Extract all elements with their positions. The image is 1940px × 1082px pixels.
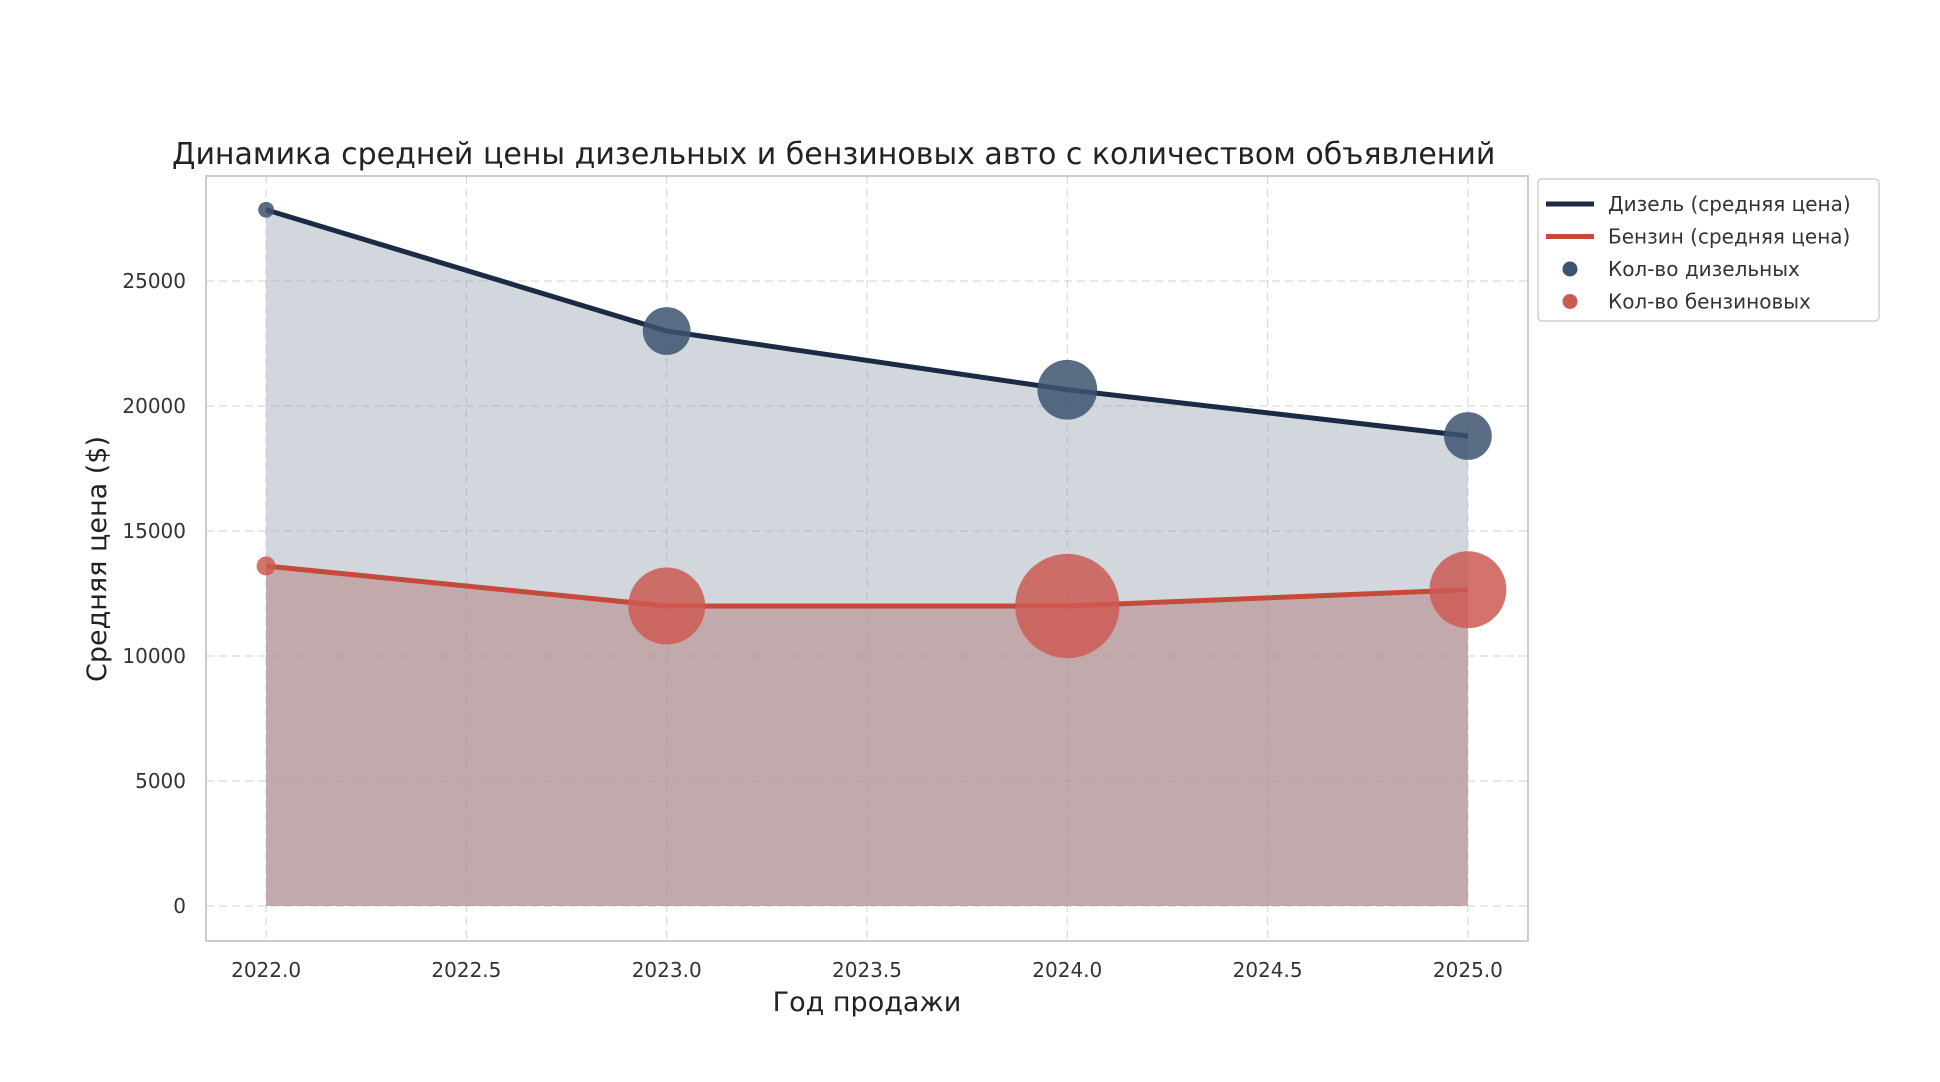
plot-area: 2022.0 2022.5 2023.0 2023.5 2024.0 2024.5 2025…: [122, 175, 1529, 982]
x-tick-label: 2022.0: [231, 958, 301, 982]
bubble-1: [256, 556, 276, 576]
bubble-1: [1429, 551, 1507, 629]
bubble-1: [1015, 553, 1120, 659]
x-tick-label: 2025.0: [1433, 958, 1503, 982]
y-tick-label: 15000: [122, 519, 186, 543]
x-tick-label: 2024.0: [1032, 958, 1102, 982]
series-line-1: [265, 563, 1469, 609]
bubble-0: [1037, 359, 1098, 420]
y-tick-label: 25000: [122, 269, 186, 293]
legend: Дизель (средняя цена) Бензин (средняя цен…: [1537, 178, 1880, 322]
y-tick-label: 10000: [122, 644, 186, 668]
x-tick-label: 2022.5: [431, 958, 501, 982]
legend-box: [1537, 178, 1880, 322]
y-tick-label: 20000: [122, 394, 186, 418]
plot-frame: [205, 175, 1529, 942]
legend-label: Кол-во бензиновых: [1608, 290, 1811, 314]
legend-dot-marker: [1562, 261, 1578, 277]
y-axis-label: Средняя цена ($): [82, 436, 113, 682]
area-fill-1: [266, 566, 1468, 906]
bubble-0: [642, 307, 691, 355]
y-tick-label: 5000: [135, 769, 186, 793]
y-tick-label: 0: [173, 894, 186, 918]
bubble-0: [1444, 412, 1492, 460]
x-axis-label: Год продажи: [773, 987, 962, 1018]
chart-title: Динамика средней цены дизельных и бензин…: [172, 137, 1495, 172]
series-line-0: [265, 207, 1469, 439]
bubble-1: [628, 567, 706, 645]
legend-label: Бензин (средняя цена): [1608, 225, 1850, 249]
legend-dot-marker: [1562, 294, 1578, 309]
x-tick-label: 2023.5: [832, 958, 902, 982]
x-tick-label: 2023.0: [632, 958, 702, 982]
bubble-0: [258, 201, 274, 218]
legend-label: Дизель (средняя цена): [1608, 192, 1851, 216]
x-tick-label: 2024.5: [1233, 958, 1303, 982]
legend-label: Кол-во дизельных: [1608, 257, 1800, 281]
